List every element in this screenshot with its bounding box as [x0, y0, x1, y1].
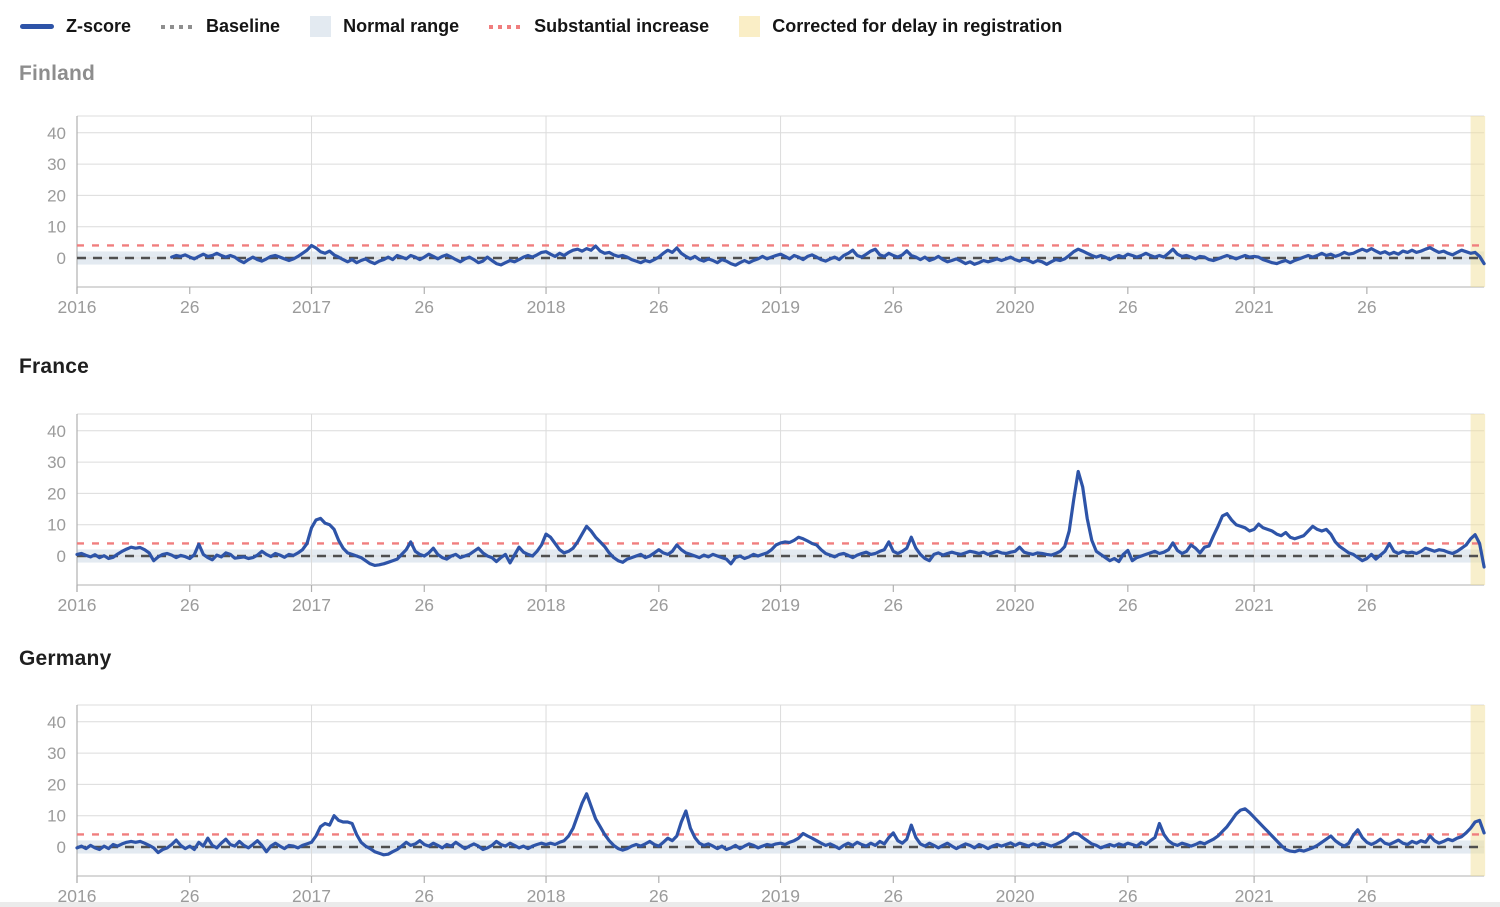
y-tick-label: 10: [47, 516, 66, 535]
x-tick-label: 2020: [996, 886, 1035, 906]
x-tick-label: 2019: [761, 297, 800, 317]
x-tick-label: 26: [884, 886, 903, 906]
x-tick-label: 2018: [527, 297, 566, 317]
legend-item-normal-range: Normal range: [310, 16, 459, 37]
x-tick-label: 26: [1357, 595, 1376, 615]
normal-range-swatch: [310, 16, 332, 37]
x-tick-label: 2016: [58, 595, 97, 615]
x-tick-label: 2016: [58, 886, 97, 906]
substantial-increase-dotted-swatch: [489, 24, 523, 29]
x-tick-label: 26: [649, 886, 668, 906]
y-tick-label: 30: [47, 744, 66, 763]
corrected-delay-band: [1470, 414, 1486, 585]
x-tick-label: 26: [180, 886, 199, 906]
chart-title-france: France: [19, 355, 90, 378]
x-tick-label: 26: [1357, 297, 1376, 317]
x-tick-label: 2021: [1235, 886, 1274, 906]
zscore-chart-germany[interactable]: 0 10 20 30 40 2016 26 2017 26 2018 26 2019 26 2020 26 2…: [0, 695, 1500, 907]
x-tick-label: 2021: [1235, 595, 1274, 615]
x-tick-label: 26: [649, 595, 668, 615]
legend-item-corrected-delay: Corrected for delay in registration: [739, 16, 1062, 37]
x-tick-label: 26: [180, 595, 199, 615]
zscore-line: [75, 792, 1486, 857]
y-tick-label: 0: [57, 249, 66, 268]
legend-item-substantial-increase: Substantial increase: [489, 16, 709, 37]
x-tick-label: 2020: [996, 297, 1035, 317]
zscore-line: [75, 469, 1486, 569]
y-tick-label: 40: [47, 713, 66, 732]
y-tick-label: 30: [47, 155, 66, 174]
chart-legend: Z-score Baseline Normal range Substantia…: [20, 16, 1062, 37]
y-tick-label: 20: [47, 186, 66, 205]
x-tick-label: 26: [415, 886, 434, 906]
x-tick-label: 2020: [996, 595, 1035, 615]
x-tick-label: 26: [1118, 297, 1137, 317]
zscore-chart-finland[interactable]: 0 10 20 30 40 2016 26 2017 26 2018 26 2019 26 2020 26 2…: [0, 106, 1500, 321]
x-tick-label: 26: [415, 297, 434, 317]
corrected-delay-swatch: [739, 16, 761, 37]
x-tick-label: 2018: [527, 595, 566, 615]
x-tick-label: 2021: [1235, 297, 1274, 317]
x-tick-label: 26: [884, 297, 903, 317]
legend-label: Baseline: [206, 16, 281, 36]
x-tick-label: 26: [649, 297, 668, 317]
chart-title-finland: Finland: [19, 62, 96, 85]
y-tick-label: 40: [47, 422, 66, 441]
corrected-delay-band: [1470, 705, 1486, 876]
x-tick-label: 2019: [761, 595, 800, 615]
chart-title-germany: Germany: [19, 647, 112, 670]
zscore-line-swatch: [20, 24, 54, 29]
x-tick-label: 2017: [292, 297, 331, 317]
legend-label: Z-score: [66, 16, 132, 36]
x-tick-label: 26: [180, 297, 199, 317]
x-tick-label: 26: [1118, 595, 1137, 615]
legend-item-zscore: Z-score: [20, 16, 131, 37]
x-tick-label: 26: [884, 595, 903, 615]
bottom-divider: [0, 902, 1500, 907]
legend-label: Normal range: [343, 16, 460, 36]
zscore-line: [170, 243, 1486, 267]
y-tick-label: 40: [47, 124, 66, 143]
y-tick-label: 0: [57, 547, 66, 566]
x-tick-label: 26: [1357, 886, 1376, 906]
corrected-delay-band: [1470, 116, 1486, 287]
legend-label: Substantial increase: [534, 16, 710, 36]
y-tick-label: 0: [57, 838, 66, 857]
x-tick-label: 26: [1118, 886, 1137, 906]
x-tick-label: 2018: [527, 886, 566, 906]
x-tick-label: 2017: [292, 595, 331, 615]
x-tick-label: 2016: [58, 297, 97, 317]
zscore-chart-france[interactable]: 0 10 20 30 40 2016 26 2017 26 2018 26 2019 26 2020 26 2…: [0, 404, 1500, 619]
y-tick-label: 10: [47, 218, 66, 237]
y-tick-label: 10: [47, 807, 66, 826]
x-tick-label: 2017: [292, 886, 331, 906]
x-tick-label: 2019: [761, 886, 800, 906]
baseline-dotted-swatch: [161, 24, 195, 29]
legend-item-baseline: Baseline: [161, 16, 280, 37]
legend-label: Corrected for delay in registration: [772, 16, 1063, 36]
y-tick-label: 20: [47, 484, 66, 503]
x-tick-label: 26: [415, 595, 434, 615]
y-tick-label: 30: [47, 453, 66, 472]
y-tick-label: 20: [47, 775, 66, 794]
